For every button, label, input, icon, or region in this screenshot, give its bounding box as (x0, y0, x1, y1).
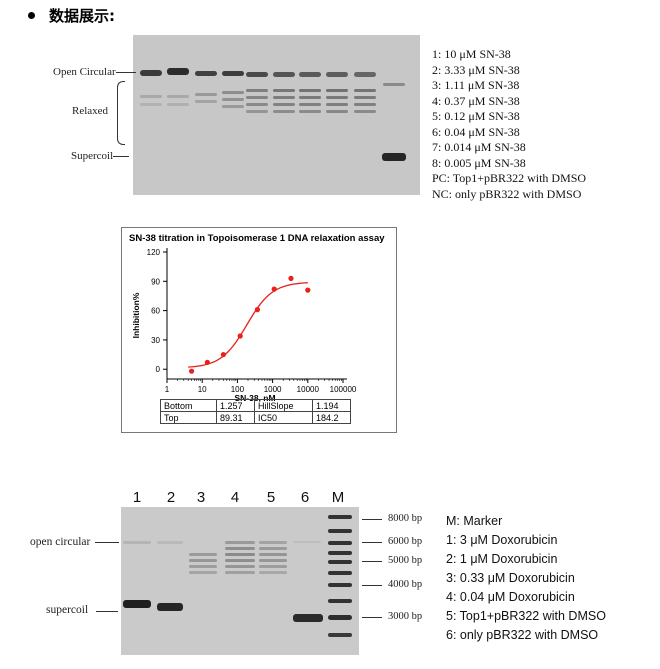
gel2-image (121, 507, 359, 655)
marker-size-label: 8000 bp (388, 513, 423, 524)
y-tick-label: 30 (151, 336, 160, 345)
x-axis-label: SN-38, nM (234, 393, 275, 402)
gel2-lane-label: 6 (300, 489, 310, 506)
gel2-lane-label: 5 (266, 489, 276, 506)
gel1-legend-item: 7: 0.014 μM SN-38 (432, 140, 526, 154)
fit-parameters-table: Bottom 1.257 HillSlope 1.194 Top 89.31 I… (160, 399, 351, 424)
data-point (204, 359, 210, 365)
marker-pointer (362, 519, 382, 520)
gel2-legend-item: 5: Top1+pBR322 with DMSO (446, 609, 606, 623)
gel2-legend-item: 2: 1 μM Doxorubicin (446, 552, 558, 566)
gel1-legend-item: 2: 3.33 μM SN-38 (432, 62, 520, 77)
marker-size-label: 6000 bp (388, 536, 423, 547)
gel2-lane-label: 2 (166, 489, 176, 506)
marker-size-label: 3000 bp (388, 611, 423, 622)
x-tick-label: 100 (231, 385, 245, 394)
table-cell: 184.2 (312, 411, 351, 424)
gel1-legend-item: 4: 0.37 μM SN-38 (432, 93, 520, 108)
section-heading: 数据展示: (28, 5, 115, 26)
table-cell: 89.31 (216, 411, 255, 424)
y-tick-label: 90 (151, 277, 160, 286)
data-point (237, 333, 243, 339)
relaxed-label: Relaxed (72, 105, 109, 117)
y-tick-label: 0 (156, 365, 161, 374)
table-cell: Bottom (160, 399, 217, 412)
gel1-legend-item: PC: Top1+pBR322 with DMSO (432, 171, 587, 185)
marker-size-label: 4000 bp (388, 579, 423, 590)
x-tick-label: 1000 (264, 385, 282, 394)
gel1-legend: 1: 10 μM SN-38 2: 3.33 μM SN-38 3: 1.11 … (432, 47, 586, 202)
marker-pointer (362, 542, 382, 543)
supercoil-pointer (113, 156, 129, 157)
data-point (189, 368, 195, 374)
gel2-lane-label: 1 (132, 489, 142, 506)
table-row: Top 89.31 IC50 184.2 (160, 411, 351, 424)
open-circular-label: open circular (30, 536, 91, 548)
open-circular-pointer (116, 72, 136, 73)
fit-curve (188, 282, 308, 368)
gel2-legend-item: 4: 0.04 μM Doxorubicin (446, 590, 575, 604)
x-tick-label: 10000 (297, 385, 320, 394)
relaxed-bracket (117, 81, 125, 145)
y-tick-label: 60 (151, 307, 160, 316)
y-axis-label: Inhibition% (131, 292, 141, 338)
gel1-image (133, 35, 420, 195)
x-tick-label: 1 (165, 385, 170, 394)
gel2-legend-item: 3: 0.33 μM Doxorubicin (446, 571, 575, 585)
open-circular-pointer (95, 542, 119, 543)
x-tick-label: 10 (198, 385, 207, 394)
gel2-legend-item: 1: 3 μM Doxorubicin (446, 533, 558, 547)
x-tick-label: 100000 (330, 385, 357, 394)
gel1-legend-item: 8: 0.005 μM SN-38 (432, 155, 526, 170)
data-point (220, 351, 226, 358)
table-cell: HillSlope (254, 399, 313, 412)
heading-text: 数据展示: (49, 7, 115, 25)
gel1-legend-item: 3: 1.11 μM SN-38 (432, 78, 520, 92)
marker-size-label: 5000 bp (388, 555, 423, 566)
data-point (288, 275, 294, 281)
gel2-legend-item: 6: only pBR322 with DMSO (446, 628, 599, 642)
bullet-icon (28, 12, 35, 19)
table-cell: Top (160, 411, 217, 424)
supercoil-label: supercoil (46, 604, 89, 616)
supercoil-label: Supercoil (71, 150, 114, 162)
gel2-lane-label: M (331, 489, 345, 506)
marker-pointer (362, 561, 382, 562)
table-cell: 1.257 (216, 399, 255, 412)
data-point (305, 287, 311, 293)
marker-pointer (362, 585, 382, 586)
gel1-legend-item: 1: 10 μM SN-38 (432, 47, 511, 61)
marker-pointer (362, 617, 382, 618)
table-cell: IC50 (254, 411, 313, 424)
y-tick-label: 120 (147, 248, 161, 257)
supercoil-pointer (96, 611, 118, 612)
open-circular-label: Open Circular (53, 66, 116, 78)
data-point (254, 307, 261, 313)
data-point (271, 286, 277, 292)
gel1-legend-item: 5: 0.12 μM SN-38 (432, 109, 520, 123)
chart-title: SN-38 titration in Topoisomerase 1 DNA r… (129, 233, 385, 244)
gel2-lane-label: 3 (196, 489, 206, 506)
gel1-legend-item: NC: only pBR322 with DMSO (432, 186, 582, 201)
gel1-legend-item: 6: 0.04 μM SN-38 (432, 124, 520, 139)
gel2-lane-label: 4 (230, 489, 240, 506)
table-row: Bottom 1.257 HillSlope 1.194 (160, 399, 351, 412)
gel2-legend: M: Marker 1: 3 μM Doxorubicin 2: 1 μM Do… (446, 512, 606, 645)
gel2-legend-item: M: Marker (446, 514, 503, 528)
table-cell: 1.194 (312, 399, 351, 412)
